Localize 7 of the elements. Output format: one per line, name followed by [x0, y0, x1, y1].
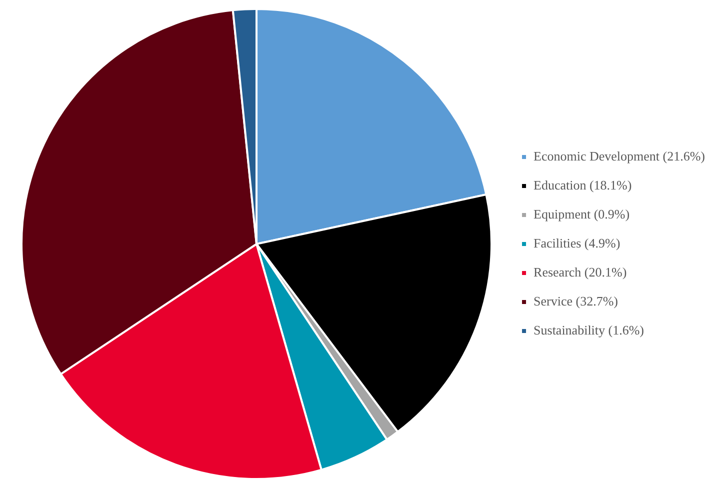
legend-label: Facilities (4.9%): [534, 235, 620, 250]
legend-label: Research (20.1%): [534, 264, 627, 280]
legend-label: Education (18.1%): [534, 177, 632, 192]
legend-label: Sustainability (1.6%): [534, 322, 644, 338]
legend-label: Service (32.7%): [534, 293, 618, 308]
legend-label: Equipment (0.9%): [534, 206, 630, 222]
legend-label: Economic Development (21.6%): [534, 148, 706, 164]
